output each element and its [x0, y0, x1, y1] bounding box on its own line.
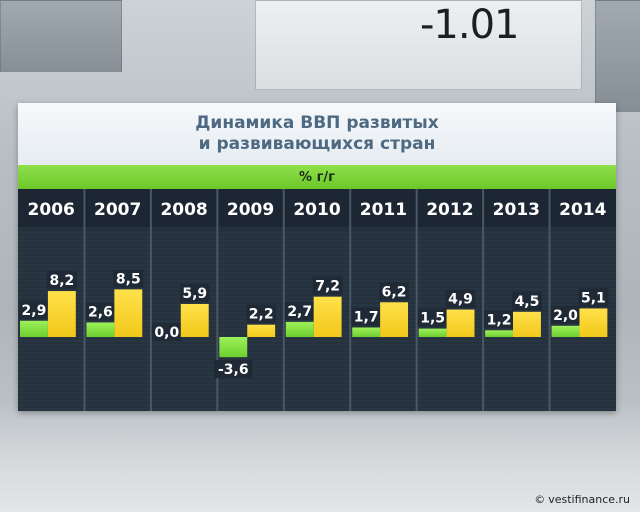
- value-label-background: [246, 304, 277, 323]
- value-label: 0,0: [154, 325, 179, 341]
- chart-title-line-2: и развивающихся стран: [198, 134, 436, 154]
- year-label: 2012: [426, 200, 473, 220]
- value-label: 5,9: [182, 286, 207, 302]
- value-label-background: [379, 282, 409, 301]
- value-label: 7,2: [315, 279, 340, 295]
- bar-developed: [20, 320, 48, 337]
- value-label-background: [445, 289, 476, 308]
- year-label: 2008: [160, 200, 207, 220]
- bar-developing: [513, 311, 541, 337]
- value-label: 2,0: [553, 308, 578, 324]
- value-label: 2,9: [22, 303, 47, 319]
- bar-developed: [219, 337, 248, 358]
- value-label-background: [151, 323, 182, 341]
- background-screen-left: [0, 0, 122, 72]
- value-label-background: [214, 360, 253, 379]
- chart-title: Динамика ВВП развитых и развивающихся ст…: [18, 103, 616, 165]
- value-label-background: [46, 271, 77, 290]
- value-label: 2,7: [287, 304, 312, 320]
- year-label: 2006: [28, 200, 75, 220]
- year-label: 2011: [360, 200, 407, 220]
- bar-developing: [380, 302, 409, 337]
- chart-title-line-1: Динамика ВВП развитых: [195, 113, 439, 133]
- value-label: 1,2: [487, 312, 512, 328]
- value-label: 4,9: [448, 292, 473, 308]
- bar-developing: [47, 291, 76, 337]
- source-credit-text: vestifinance.ru: [548, 493, 630, 506]
- bar-developed: [285, 321, 314, 337]
- value-label: 2,2: [249, 307, 274, 323]
- year-label: 2007: [94, 200, 141, 220]
- background-ticker-value: -1.01: [420, 2, 519, 48]
- value-label: 6,2: [382, 284, 407, 300]
- value-label-background: [351, 307, 382, 326]
- value-label-background: [417, 308, 448, 327]
- value-label: 8,5: [116, 271, 141, 287]
- value-label-background: [179, 283, 210, 302]
- bar-developed: [485, 330, 514, 337]
- bar-developing: [247, 324, 276, 337]
- source-credit: © vestifinance.ru: [534, 493, 630, 506]
- year-label: 2013: [493, 200, 540, 220]
- chart-panel: Динамика ВВП развитых и развивающихся ст…: [18, 103, 616, 411]
- bar-developed: [551, 325, 580, 337]
- value-label-background: [312, 276, 343, 295]
- bar-chart: 2006 2,98,2 2007 2,6 8,5 2008 0,0 5,9 2009 -3,6 2,…: [18, 189, 616, 411]
- value-label-background: [484, 310, 514, 329]
- value-label: 4,5: [515, 294, 540, 310]
- value-label-background: [550, 305, 581, 324]
- bar-developed: [86, 322, 115, 337]
- year-label: 2009: [227, 200, 274, 220]
- bar-developing: [446, 309, 475, 337]
- value-label-background: [85, 302, 116, 321]
- year-label: 2014: [559, 200, 606, 220]
- value-label: 5,1: [581, 290, 606, 306]
- bar-developed: [352, 327, 381, 337]
- unit-label: % г/г: [299, 169, 335, 185]
- bar-developing: [313, 296, 342, 337]
- value-label: 1,7: [354, 309, 379, 325]
- value-label: 8,2: [49, 273, 74, 289]
- year-label: 2010: [293, 200, 340, 220]
- value-label: -3,6: [218, 362, 249, 378]
- background-floor: [0, 402, 640, 512]
- bar-developing: [180, 303, 209, 337]
- copyright-icon: ©: [534, 493, 546, 506]
- value-label: 2,6: [88, 304, 113, 320]
- value-label-background: [113, 269, 144, 288]
- bar-developing: [579, 308, 608, 337]
- bar-developing: [114, 289, 143, 337]
- value-label-background: [284, 301, 315, 320]
- value-label: 1,5: [420, 311, 445, 327]
- value-label-background: [578, 288, 609, 307]
- background-screen-center: [255, 0, 582, 90]
- value-label-background: [512, 291, 542, 310]
- year-header-row: [18, 189, 616, 227]
- unit-header-bar: % г/г: [18, 165, 616, 189]
- bar-developed: [418, 328, 447, 337]
- background-screen-right: [595, 0, 640, 112]
- value-label-background: [19, 300, 49, 319]
